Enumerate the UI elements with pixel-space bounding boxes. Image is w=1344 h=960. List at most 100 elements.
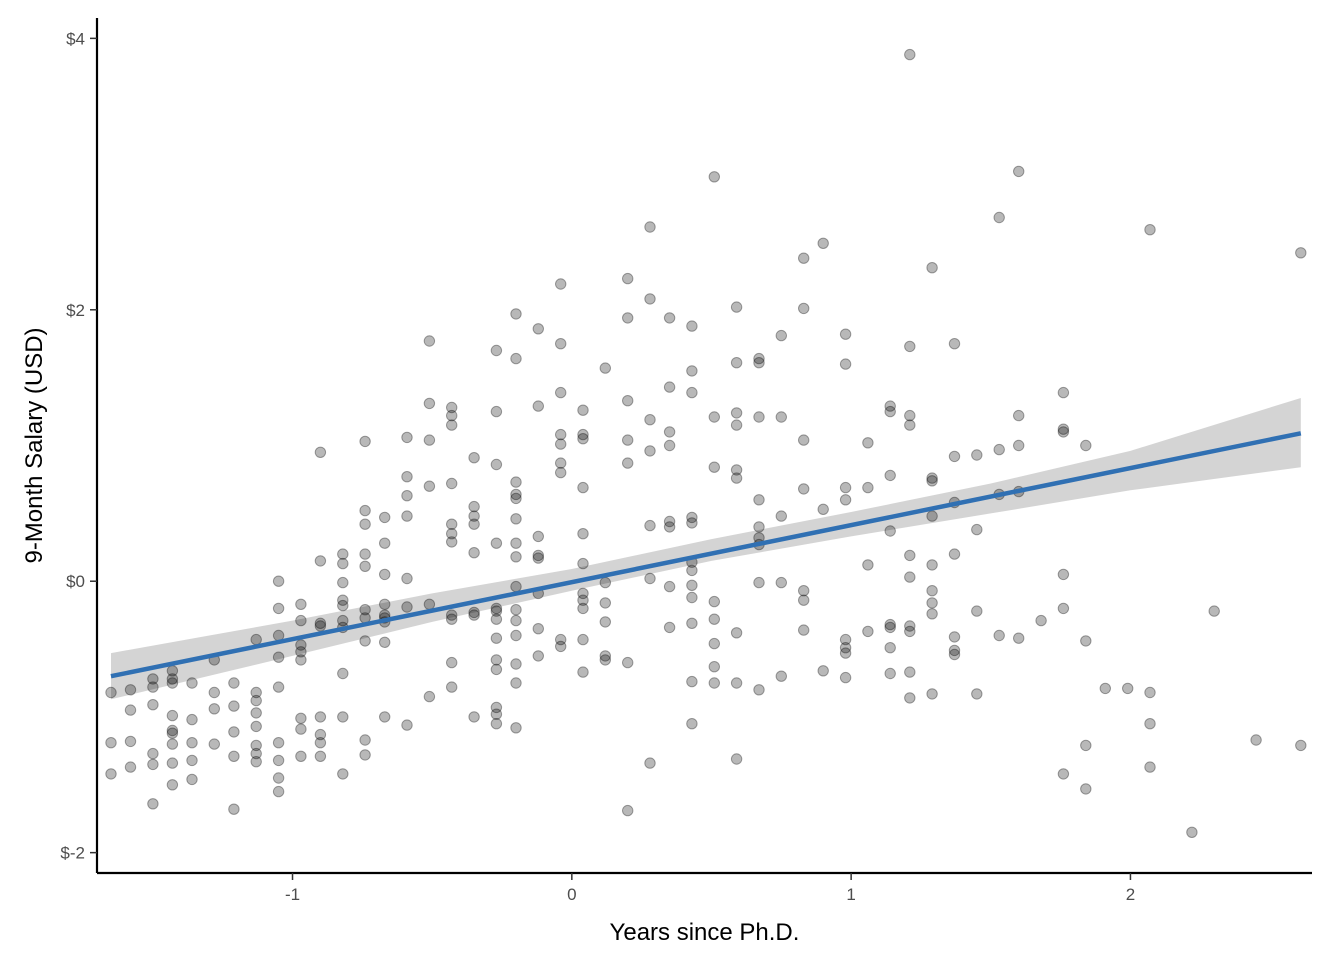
data-point [446, 401, 458, 414]
data-point [730, 301, 743, 313]
data-point [401, 719, 413, 731]
data-point [228, 726, 240, 738]
data-point [555, 438, 567, 450]
data-point [904, 340, 916, 353]
data-point [166, 709, 179, 722]
data-point [904, 620, 916, 632]
data-point [1186, 826, 1198, 838]
data-point [295, 598, 307, 610]
data-point [577, 594, 589, 606]
data-point [186, 677, 198, 689]
data-point [686, 511, 698, 524]
data-point [490, 701, 503, 714]
data-point [775, 411, 787, 423]
data-point [468, 711, 480, 723]
data-point [510, 677, 522, 689]
data-point [337, 599, 349, 612]
data-point [622, 656, 634, 669]
data-point [644, 414, 656, 426]
data-point [622, 272, 634, 285]
data-point [1208, 605, 1220, 617]
data-point [1013, 165, 1025, 178]
data-point [884, 621, 896, 634]
data-point [250, 686, 262, 699]
data-point [468, 518, 480, 530]
data-point [314, 711, 327, 723]
data-point [490, 605, 503, 617]
data-point [971, 605, 983, 617]
y-tick-label: $-2 [60, 844, 85, 863]
data-point [555, 386, 567, 399]
data-point [490, 405, 503, 418]
data-point [686, 617, 698, 629]
data-point [359, 734, 371, 746]
data-point [904, 549, 916, 562]
data-point [423, 690, 436, 703]
data-point [708, 661, 720, 673]
data-point [490, 654, 503, 666]
data-point [295, 712, 307, 724]
data-point [948, 648, 961, 661]
data-point [446, 528, 458, 540]
y-tick-label: $0 [66, 572, 85, 591]
data-point [490, 708, 503, 720]
data-point [577, 404, 589, 416]
data-point [1144, 224, 1156, 236]
data-point [490, 458, 503, 471]
data-point [250, 720, 262, 733]
data-point [1057, 386, 1070, 399]
data-point [884, 642, 896, 654]
data-point [490, 344, 503, 357]
data-point [446, 681, 458, 693]
data-point [295, 750, 307, 762]
data-point [272, 772, 285, 784]
data-point [337, 614, 349, 627]
data-point [314, 446, 327, 458]
data-point [971, 523, 983, 536]
data-point [124, 735, 137, 748]
data-point [708, 595, 720, 608]
data-point [446, 409, 458, 422]
data-point [730, 627, 743, 639]
data-point [599, 576, 611, 589]
data-point [1057, 602, 1070, 615]
data-point [663, 515, 676, 528]
data-point [993, 211, 1005, 224]
data-point [147, 673, 159, 685]
data-point [532, 650, 544, 662]
data-point [490, 613, 503, 625]
data-point [446, 536, 458, 548]
data-point [644, 293, 656, 305]
data-point [730, 753, 743, 765]
data-point [577, 633, 589, 646]
data-point [532, 400, 544, 412]
data-point [510, 580, 522, 593]
data-point [555, 278, 567, 290]
data-point [775, 670, 787, 682]
data-point [1013, 409, 1025, 422]
data-point [730, 407, 743, 419]
data-point [798, 434, 810, 446]
data-point [272, 737, 285, 749]
data-point [926, 472, 938, 484]
data-point [337, 667, 349, 680]
y-axis-title: 9-Month Salary (USD) [21, 327, 48, 563]
data-point [379, 568, 391, 581]
data-point [686, 320, 698, 332]
data-point [948, 450, 961, 463]
data-point [510, 352, 522, 365]
data-point [490, 663, 503, 676]
data-point [166, 738, 179, 750]
data-point [1295, 739, 1307, 752]
data-point [708, 171, 720, 183]
data-point [314, 750, 327, 762]
data-point [186, 773, 198, 786]
data-point [577, 557, 589, 570]
data-point [166, 673, 179, 685]
fit-line-layer [110, 431, 1302, 679]
data-point [314, 555, 327, 567]
data-point [359, 560, 371, 572]
axes [95, 18, 1312, 875]
data-point [510, 488, 522, 501]
data-point [1057, 768, 1070, 780]
